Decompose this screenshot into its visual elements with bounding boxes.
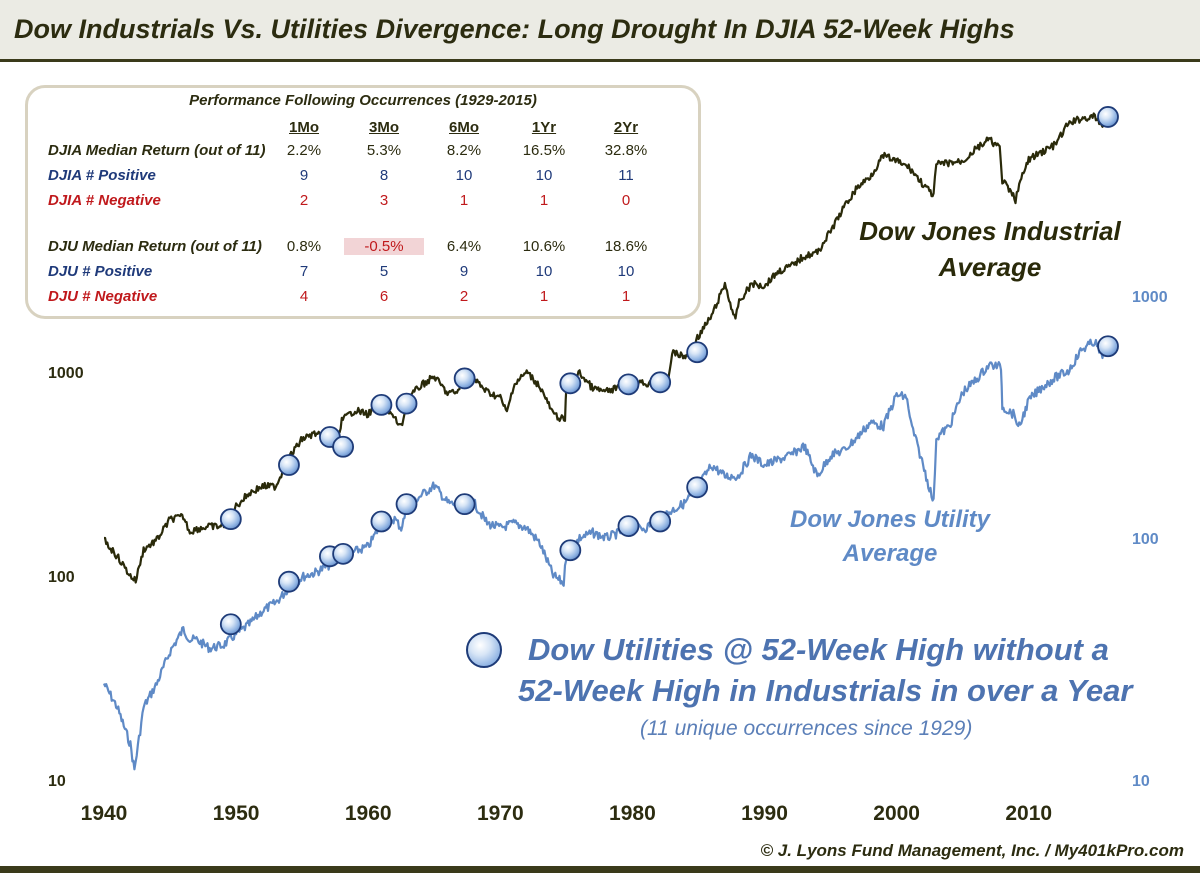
stats-cell: 2 — [459, 288, 469, 305]
stats-row-label: DJU # Negative — [48, 288, 158, 305]
dju-marker-10 — [686, 476, 709, 499]
djia-marker-10 — [686, 341, 709, 364]
stats-row-label: DJU # Positive — [48, 263, 153, 280]
stats-cell: -0.5% — [344, 238, 424, 255]
stats-cell: 1 — [539, 192, 549, 209]
stats-cell: 8.2% — [446, 142, 482, 159]
stats-cell: 18.6% — [604, 238, 648, 255]
legend-line-1: Dow Utilities @ 52-Week High without a — [528, 632, 1109, 667]
copyright-notice: © J. Lyons Fund Management, Inc. / My401… — [760, 841, 1184, 860]
djia-marker-11 — [1097, 106, 1119, 128]
right-axis-tick-label: 100 — [1132, 531, 1159, 548]
stats-cell: 11 — [618, 167, 634, 184]
stats-row-label: DJIA Median Return (out of 11) — [48, 142, 266, 159]
stats-row-label: DJIA # Negative — [48, 192, 161, 209]
stats-cell: 10.6% — [522, 238, 566, 255]
dju-marker-5 — [395, 493, 418, 516]
x-tick-label: 1970 — [477, 802, 524, 825]
stats-cell: 9 — [299, 167, 309, 184]
dju-marker-0 — [219, 613, 242, 636]
stats-cell: 0.8% — [286, 238, 322, 255]
stats-row-label: DJU Median Return (out of 11) — [48, 238, 262, 255]
stats-cell: 9 — [459, 263, 469, 280]
title-bar: Dow Industrials Vs. Utilities Divergence… — [0, 0, 1200, 62]
stats-cell: 5 — [379, 263, 389, 280]
djia-marker-7 — [559, 372, 582, 395]
djia-marker-1 — [278, 454, 300, 476]
stats-cell: 3 — [379, 192, 389, 209]
stats-cell: 5.3% — [366, 142, 402, 159]
dju-marker-9 — [649, 510, 672, 533]
left-axis-tick-label: 10 — [48, 773, 66, 790]
page-title: Dow Industrials Vs. Utilities Divergence… — [14, 14, 1015, 44]
stats-cell: 10 — [535, 167, 553, 184]
djia-marker-4 — [370, 393, 393, 416]
legend-line-2: 52-Week High in Industrials in over a Ye… — [518, 673, 1133, 708]
stats-header-0: 1Mo — [289, 119, 319, 136]
stats-cell: 0 — [621, 192, 631, 209]
djia-marker-5 — [395, 392, 418, 415]
dju-marker-8 — [617, 515, 640, 537]
legend-note: (11 unique occurrences since 1929) — [640, 717, 973, 740]
stats-cell: 32.8% — [604, 142, 648, 159]
dju-marker-11 — [1097, 335, 1119, 358]
stats-cell: 1 — [539, 288, 549, 305]
x-tick-label: 1980 — [609, 802, 656, 825]
stats-cell: 7 — [299, 263, 309, 280]
stats-table-title: Performance Following Occurrences (1929-… — [189, 92, 537, 109]
left-axis-tick-label: 1000 — [48, 365, 84, 382]
dju-series-label: Dow Jones Utility — [790, 506, 992, 533]
djia-line — [104, 112, 1109, 584]
x-tick-label: 1990 — [741, 802, 788, 825]
right-axis-tick-label: 10 — [1132, 773, 1150, 790]
stats-cell: 10 — [617, 263, 635, 280]
right-axis-tick-label: 1000 — [1132, 289, 1168, 306]
x-tick-label: 2010 — [1005, 802, 1052, 825]
left-axis-tick-label: 100 — [48, 569, 75, 586]
djia-marker-6 — [453, 367, 476, 390]
stats-cell: 1 — [621, 288, 631, 305]
stats-header-4: 2Yr — [613, 119, 639, 136]
djia-marker-8 — [617, 373, 640, 396]
stats-cell: 6.4% — [446, 238, 482, 255]
stats-row-label: DJIA # Positive — [48, 167, 156, 184]
dju-marker-7 — [559, 539, 582, 562]
x-tick-label: 1960 — [345, 802, 392, 825]
stats-cell: 16.5% — [522, 142, 566, 159]
djia-series-label: Average — [938, 252, 1042, 282]
dju-marker-1 — [278, 570, 300, 593]
stats-cell: 2 — [299, 192, 309, 209]
stats-cell: 10 — [455, 167, 473, 184]
bottom-rule — [0, 866, 1200, 873]
stats-table: Performance Following Occurrences (1929-… — [25, 85, 701, 319]
djia-marker-0 — [219, 508, 242, 531]
stats-header-3: 1Yr — [531, 119, 557, 136]
dju-line — [102, 338, 1108, 771]
x-tick-label: 1940 — [81, 802, 128, 825]
x-tick-label: 1950 — [213, 802, 260, 825]
dju-marker-6 — [453, 493, 476, 516]
stats-cell: 6 — [379, 288, 389, 305]
x-tick-label: 2000 — [873, 802, 920, 825]
djia-series-label: Dow Jones Industrial — [859, 216, 1121, 246]
djia-marker-9 — [649, 371, 672, 394]
dju-marker-3 — [332, 542, 355, 565]
dju-series-label: Average — [842, 540, 938, 567]
stats-cell: 2.2% — [286, 142, 322, 159]
stats-cell: 1 — [459, 192, 469, 209]
dju-marker-4 — [370, 510, 393, 533]
stats-cell: 4 — [299, 288, 309, 305]
legend-marker-icon — [466, 632, 502, 668]
djia-marker-3 — [332, 435, 355, 458]
stats-cell: 8 — [379, 167, 389, 184]
stats-cell: 10 — [535, 263, 553, 280]
stats-header-2: 6Mo — [449, 119, 479, 136]
stats-header-1: 3Mo — [369, 119, 399, 136]
chart: 1940 1950 1960 1970 1980 1990 2000 201010100100… — [48, 106, 1168, 825]
